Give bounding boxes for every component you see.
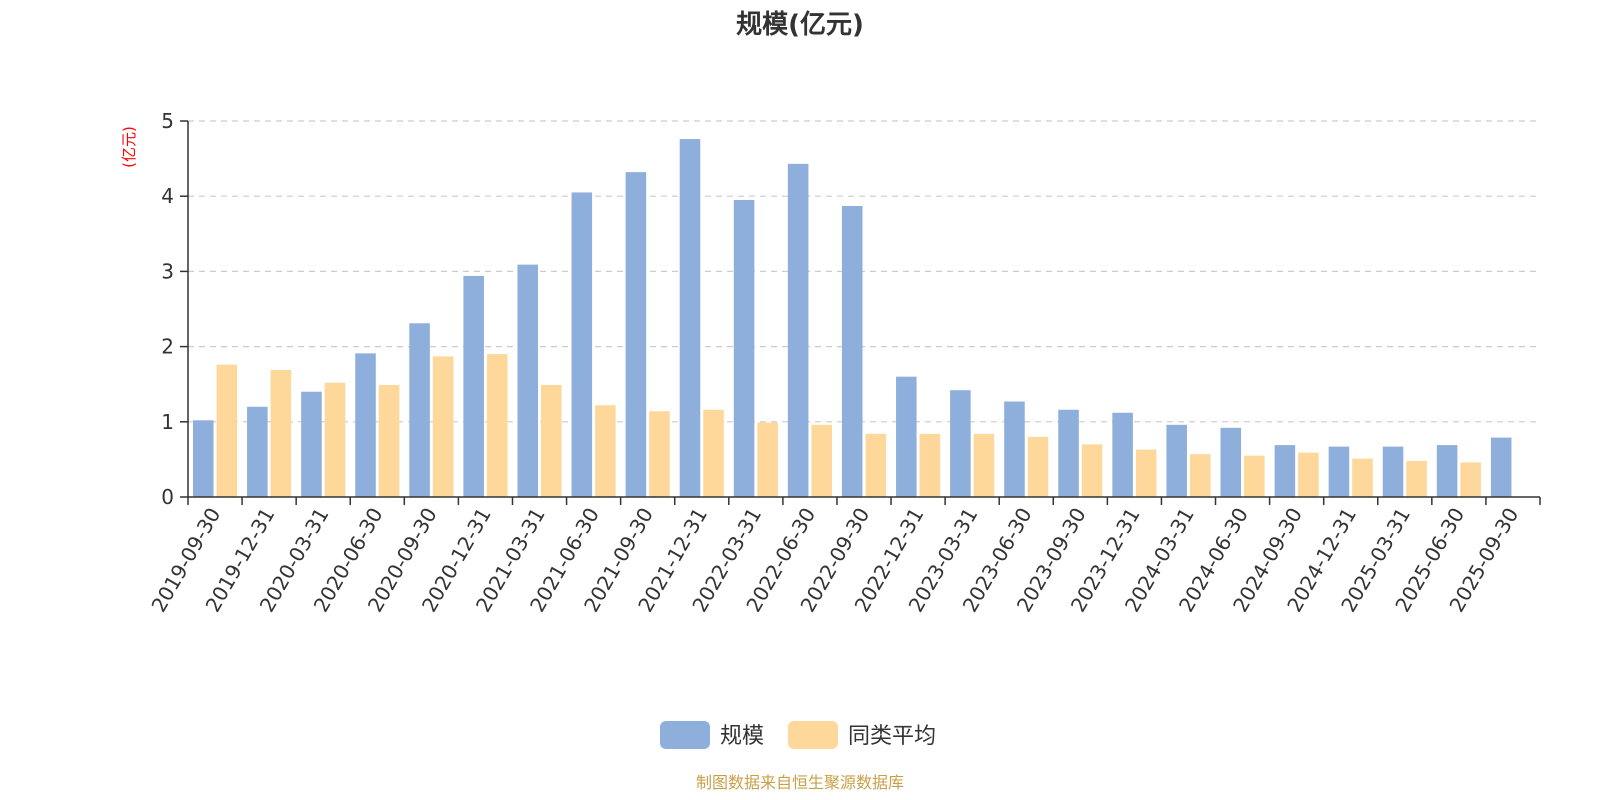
bar-scale [571,192,593,497]
chart-title: 规模(亿元) [736,10,864,40]
bar-peer-average [595,405,616,497]
bar-scale [409,323,430,497]
y-axis-unit-label: (亿元) [120,126,138,168]
bar-peer-average [811,424,832,497]
y-tick-label: 3 [161,259,174,283]
bar-peer-average [703,409,724,497]
bar-peer-average [1460,462,1481,497]
bar-peer-average [1189,454,1211,497]
y-tick-label: 5 [161,109,174,133]
bar-scale [192,420,214,497]
data-source-note: 制图数据来自恒生聚源数据库 [696,773,904,792]
bar-peer-average [865,433,887,497]
bar-scale [679,139,701,497]
axes [180,120,1541,505]
bar-peer-average [432,356,454,497]
bar-scale [355,353,376,497]
bar-peer-average [1027,436,1049,497]
y-tick-label: 1 [161,410,174,434]
bar-peer-average [757,422,778,497]
bar-peer-average [324,382,346,497]
bar-scale [733,199,755,497]
bar-scale [896,376,917,497]
bar-scale [1490,437,1512,497]
bar-peer-average [486,354,508,497]
bar-peer-average [973,433,995,497]
bar-scale [1274,445,1296,497]
bar-peer-average [270,369,292,497]
bar-peer-average [1406,460,1427,497]
bar-peer-average [1298,452,1319,497]
y-tick-label: 4 [161,184,174,208]
bar-peer-average [541,384,562,497]
y-tick-label: 2 [161,335,174,359]
bar-scale [1112,412,1133,497]
bars-group [192,139,1512,498]
grid-lines [188,120,1540,423]
legend-label: 同类平均 [848,724,936,749]
legend-swatch [660,721,710,749]
bar-scale [463,275,484,497]
bar-peer-average [1135,449,1157,497]
bar-scale [301,391,322,497]
bar-scale [1220,427,1242,497]
bar-peer-average [649,411,670,497]
bar-peer-average [216,364,238,497]
bar-scale [1004,401,1025,497]
bar-scale [625,172,647,498]
legend-swatch [788,721,838,749]
x-tick-labels: 2019-09-302019-12-312020-03-312020-06-30… [146,503,1523,616]
bar-scale [841,205,863,497]
bar-peer-average [1244,455,1265,497]
bar-peer-average [378,384,400,497]
y-tick-labels: 0 1 2 3 4 5 [161,109,174,509]
bar-peer-average [919,433,941,497]
bar-scale [950,390,971,497]
bar-peer-average [1352,458,1373,497]
bar-scale [517,264,539,497]
bar-scale [1436,445,1458,497]
bar-scale [787,163,809,497]
legend: 规模 同类平均 [660,721,936,749]
bar-peer-average [1081,444,1103,497]
bar-scale [1328,446,1350,497]
bar-scale [247,406,268,497]
bar-scale [1058,409,1079,497]
y-tick-label: 0 [161,485,174,509]
bar-scale [1382,446,1404,497]
bar-scale [1166,424,1187,497]
legend-label: 规模 [720,724,764,749]
